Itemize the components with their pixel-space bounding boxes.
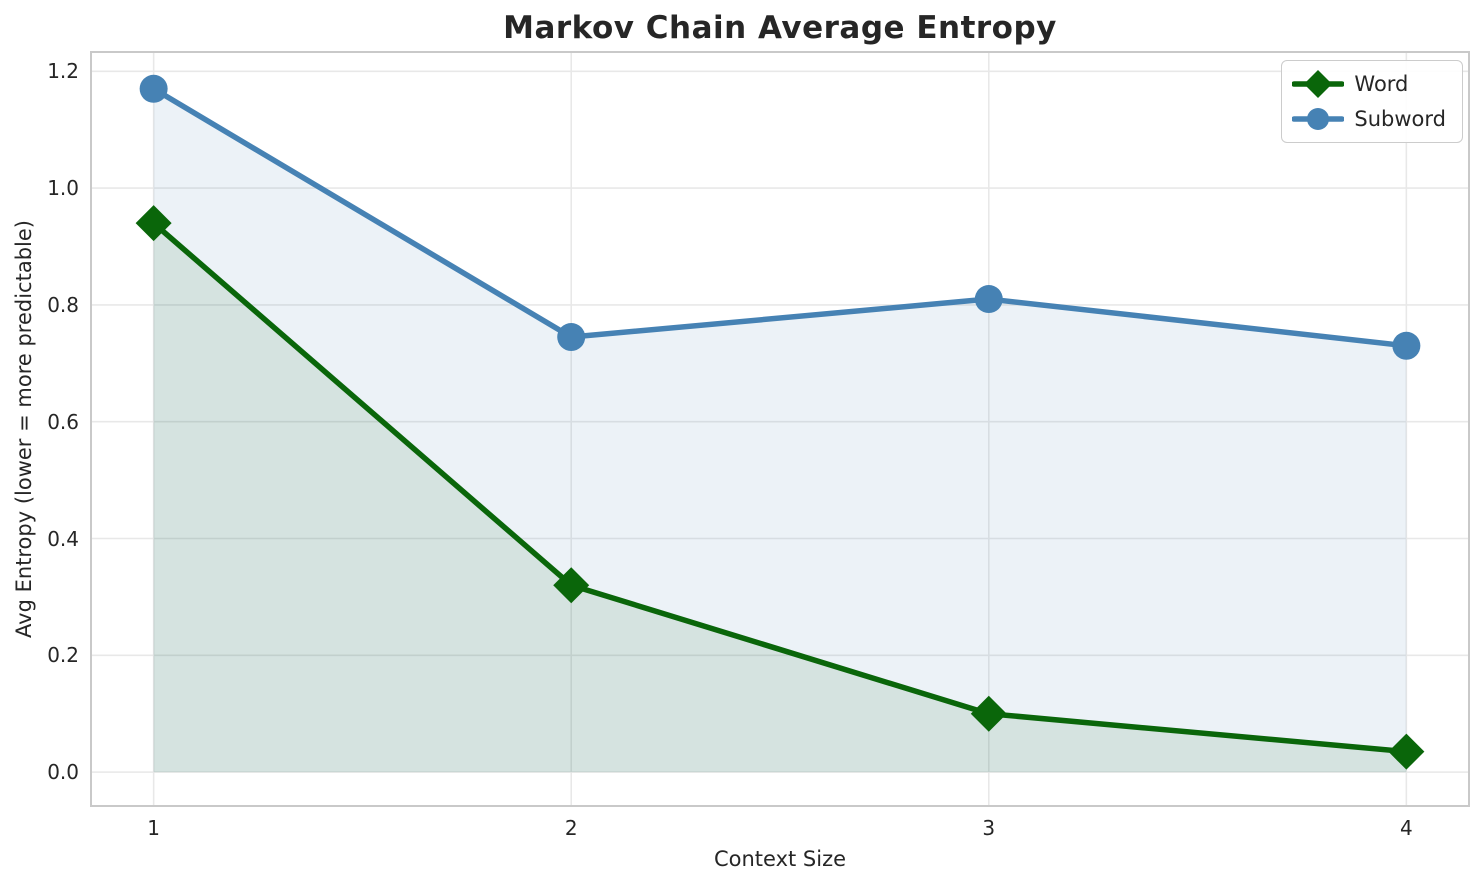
y-tick-label: 0.2: [47, 643, 79, 668]
y-tick-label: 0.4: [47, 526, 79, 551]
data-point-subword-x1: [139, 74, 168, 103]
y-tick-label: 0.0: [47, 760, 79, 785]
data-point-subword-x2: [557, 323, 586, 352]
data-point-subword-x3: [974, 285, 1003, 314]
x-axis-label: Context Size: [713, 847, 847, 871]
y-tick-label: 1.2: [47, 59, 79, 84]
legend-label-word: Word: [1354, 72, 1409, 96]
y-tick-label: 0.8: [47, 292, 79, 317]
area-fill-word: [153, 223, 1407, 773]
legend-marker-subword: [1307, 108, 1330, 130]
data-point-subword-x4: [1392, 331, 1421, 360]
plot-border: [90, 51, 1470, 807]
subword-circle-marker-icon: [1292, 108, 1345, 130]
data-point-word-x4: [1388, 733, 1425, 770]
line-word: [150, 220, 1410, 755]
x-tick-label: 4: [1399, 816, 1413, 840]
legend-item-word: Word: [1292, 69, 1446, 99]
chart-title: Markov Chain Average Entropy: [503, 10, 1057, 46]
x-tick-label: 2: [564, 816, 578, 840]
data-point-word-x1: [135, 205, 172, 242]
x-tick-label: 3: [982, 816, 996, 840]
area-fill-subword: [153, 88, 1407, 773]
x-tick-label: 1: [147, 816, 160, 840]
line-subword: [150, 86, 1410, 349]
y-tick-label: 1.0: [47, 176, 79, 201]
legend-marker-word: [1304, 70, 1333, 98]
legend-label-subword: Subword: [1354, 107, 1446, 131]
y-tick-label: 0.6: [47, 409, 79, 434]
data-point-word-x3: [970, 695, 1007, 732]
legend: Word Subword: [1281, 60, 1463, 143]
legend-item-subword: Subword: [1292, 104, 1446, 134]
data-point-word-x2: [553, 567, 590, 604]
word-diamond-marker-icon: [1292, 70, 1345, 98]
